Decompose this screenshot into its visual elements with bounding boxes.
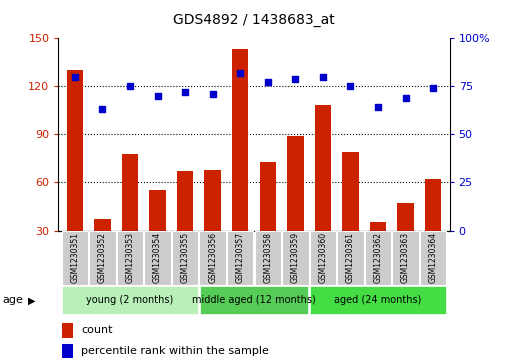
Bar — [67, 70, 83, 231]
Text: GSM1230360: GSM1230360 — [319, 232, 327, 283]
Text: GSM1230357: GSM1230357 — [236, 232, 245, 283]
Point — [291, 76, 299, 81]
Text: age: age — [3, 295, 23, 305]
Point — [429, 85, 437, 91]
Bar — [260, 162, 276, 231]
Point — [126, 83, 134, 89]
Bar — [310, 231, 336, 285]
Bar — [420, 231, 446, 285]
Bar — [177, 171, 194, 231]
Text: GSM1230362: GSM1230362 — [373, 232, 383, 283]
Bar — [397, 203, 414, 231]
Text: percentile rank within the sample: percentile rank within the sample — [81, 346, 269, 356]
Text: GSM1230355: GSM1230355 — [181, 232, 189, 283]
Point — [374, 105, 382, 110]
Text: young (2 months): young (2 months) — [86, 295, 174, 305]
Point — [346, 83, 355, 89]
Bar — [370, 223, 386, 231]
Bar — [117, 231, 143, 285]
Text: GDS4892 / 1438683_at: GDS4892 / 1438683_at — [173, 13, 335, 27]
Bar — [122, 154, 138, 231]
Point — [209, 91, 217, 97]
Bar — [255, 231, 281, 285]
Point — [99, 106, 107, 112]
Bar — [200, 231, 226, 285]
Text: ▶: ▶ — [28, 295, 36, 305]
Bar — [62, 323, 73, 338]
Text: GSM1230361: GSM1230361 — [346, 232, 355, 283]
Point — [236, 70, 244, 76]
Point — [401, 95, 409, 101]
Bar — [232, 49, 248, 231]
Bar — [200, 286, 308, 314]
Bar — [62, 344, 73, 358]
Point — [181, 89, 189, 95]
Text: GSM1230351: GSM1230351 — [71, 232, 79, 283]
Point — [319, 74, 327, 79]
Text: middle aged (12 months): middle aged (12 months) — [192, 295, 316, 305]
Point — [264, 79, 272, 85]
Bar — [89, 231, 116, 285]
Text: GSM1230363: GSM1230363 — [401, 232, 410, 283]
Text: GSM1230353: GSM1230353 — [125, 232, 135, 283]
Bar — [342, 152, 359, 231]
Bar — [94, 219, 111, 231]
Bar — [310, 286, 446, 314]
Text: GSM1230354: GSM1230354 — [153, 232, 162, 283]
Bar — [287, 136, 304, 231]
Bar — [62, 286, 198, 314]
Bar — [149, 191, 166, 231]
Bar — [144, 231, 171, 285]
Bar — [227, 231, 253, 285]
Text: count: count — [81, 326, 113, 335]
Text: GSM1230359: GSM1230359 — [291, 232, 300, 283]
Text: GSM1230358: GSM1230358 — [263, 232, 272, 283]
Bar — [314, 105, 331, 231]
Bar — [425, 179, 441, 231]
Text: GSM1230356: GSM1230356 — [208, 232, 217, 283]
Bar — [392, 231, 419, 285]
Bar — [365, 231, 391, 285]
Bar — [204, 170, 221, 231]
Bar — [337, 231, 364, 285]
Bar — [282, 231, 308, 285]
Text: GSM1230364: GSM1230364 — [429, 232, 437, 283]
Bar — [172, 231, 198, 285]
Bar — [62, 231, 88, 285]
Point — [153, 93, 162, 99]
Text: aged (24 months): aged (24 months) — [334, 295, 422, 305]
Text: GSM1230352: GSM1230352 — [98, 232, 107, 283]
Point — [71, 74, 79, 79]
